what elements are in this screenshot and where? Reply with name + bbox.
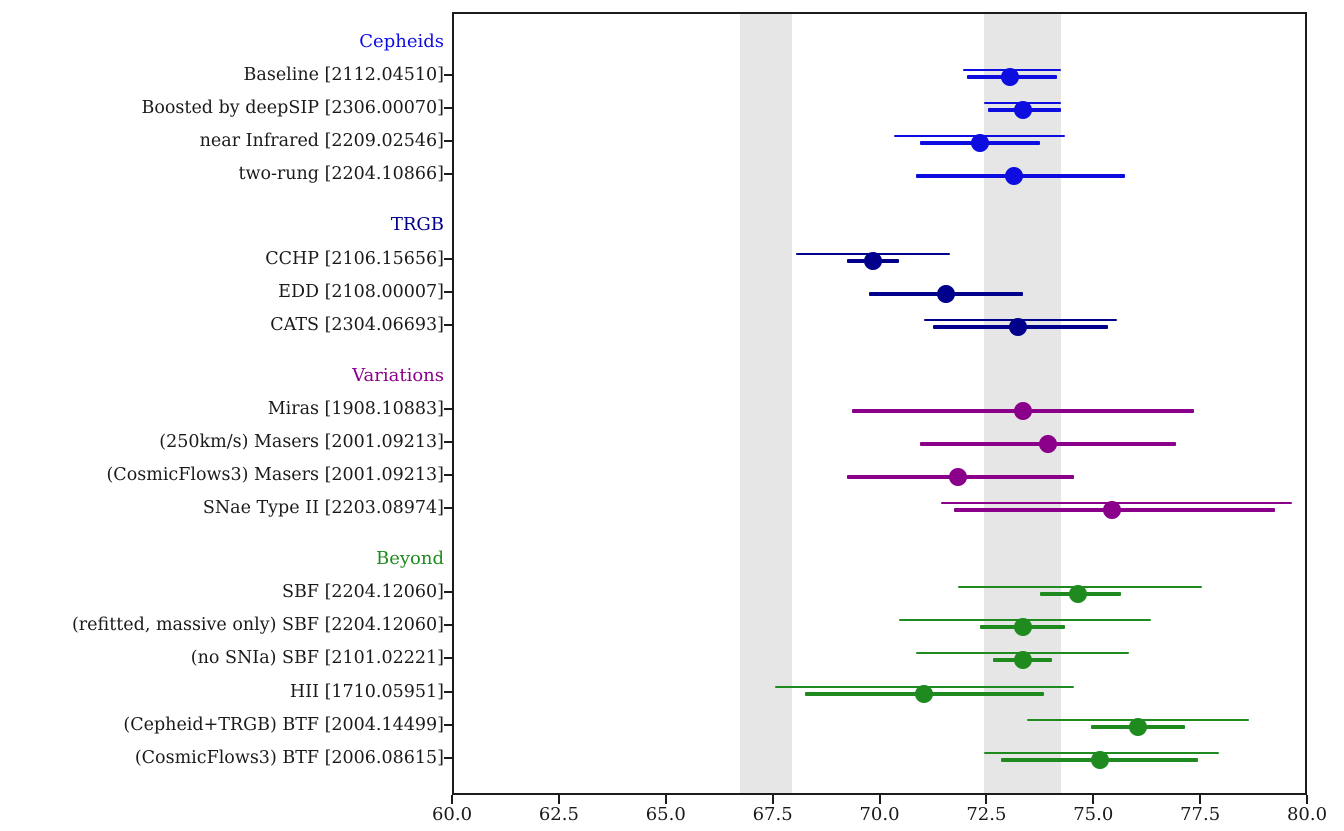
group-header-label: Cepheids	[359, 31, 444, 52]
x-tick	[1306, 795, 1308, 804]
data-point-marker	[1009, 317, 1028, 336]
x-tick	[985, 795, 988, 804]
data-point-marker	[970, 134, 989, 153]
data-point-marker	[915, 684, 934, 703]
row-label: SBF [2204.12060]	[282, 582, 444, 603]
y-tick	[444, 474, 453, 476]
row-label: CCHP [2106.15656]	[265, 248, 444, 269]
data-point-marker	[1013, 618, 1032, 637]
x-tick-label: 80.0	[1286, 804, 1328, 825]
data-point-marker	[1005, 167, 1024, 186]
x-tick	[1199, 795, 1202, 804]
group-header-label: Beyond	[375, 548, 444, 570]
y-tick	[444, 690, 453, 693]
data-point-marker	[1013, 101, 1032, 120]
x-tick-label: 67.5	[752, 804, 793, 825]
x-tick	[557, 795, 560, 804]
y-tick	[444, 323, 453, 326]
data-point-marker	[949, 468, 968, 486]
y-tick	[444, 257, 453, 260]
group-header-label: TRGB	[390, 214, 444, 236]
y-tick	[444, 507, 453, 510]
data-point-marker	[1013, 401, 1032, 420]
y-tick	[444, 756, 453, 759]
x-tick-label: 75.0	[1073, 804, 1114, 825]
y-tick	[444, 407, 453, 410]
row-label: (Cepheid+TRGB) BTF [2004.14499]	[123, 714, 444, 735]
row-label: Baseline [2112.04510]	[243, 65, 444, 86]
x-tick-label: 70.0	[859, 804, 900, 825]
y-tick	[444, 624, 453, 627]
row-label: (no SNIa) SBF [2101.02221]	[190, 648, 444, 669]
row-label: Miras [1908.10883]	[267, 398, 444, 419]
x-tick	[451, 795, 453, 804]
x-tick-label: 65.0	[645, 804, 686, 825]
data-point-marker	[1103, 501, 1122, 520]
row-label: CATS [2304.06693]	[270, 314, 444, 335]
y-tick	[444, 107, 453, 110]
row-label: HII [1710.05951]	[289, 681, 444, 702]
data-point-marker	[863, 251, 882, 270]
x-tick	[878, 795, 881, 804]
data-point-marker	[1039, 434, 1058, 453]
x-tick-label: 62.5	[538, 804, 579, 825]
row-label: (CosmicFlows3) BTF [2006.08615]	[134, 747, 444, 768]
x-tick	[664, 795, 667, 804]
data-point-marker	[1129, 717, 1147, 736]
y-tick	[444, 140, 453, 143]
row-label: Boosted by deepSIP [2306.00070]	[141, 98, 445, 119]
row-label: two-rung [2204.10866]	[238, 164, 444, 185]
x-tick	[771, 795, 774, 804]
row-label: (refitted, massive only) SBF [2204.12060…	[71, 615, 444, 636]
x-tick-label: 77.5	[1180, 804, 1221, 825]
data-point-marker	[936, 284, 955, 303]
row-label: (CosmicFlows3) Masers [2001.09213]	[106, 465, 444, 485]
y-tick	[444, 173, 453, 176]
y-tick	[444, 440, 453, 443]
data-point-marker	[1000, 68, 1019, 87]
x-tick-label: 60.0	[431, 804, 473, 825]
x-tick-label: 72.5	[966, 804, 1007, 825]
group-header-label: Variations	[352, 364, 444, 386]
x-tick	[1092, 795, 1095, 804]
row-label: SNae Type II [2203.08974]	[202, 498, 444, 519]
y-tick	[444, 290, 453, 293]
early-universe-band	[740, 14, 792, 793]
y-tick	[444, 74, 453, 77]
data-point-marker	[1013, 651, 1032, 670]
y-tick	[444, 591, 453, 594]
row-label: (250km/s) Masers [2001.09213]	[159, 431, 444, 452]
row-label: near Infrared [2209.02546]	[199, 131, 444, 152]
data-point-marker	[1090, 750, 1109, 769]
data-point-marker	[1069, 585, 1088, 604]
plot-area	[452, 12, 1307, 795]
y-tick	[444, 657, 453, 660]
y-tick	[444, 723, 453, 726]
row-label: EDD [2108.00007]	[278, 281, 444, 302]
